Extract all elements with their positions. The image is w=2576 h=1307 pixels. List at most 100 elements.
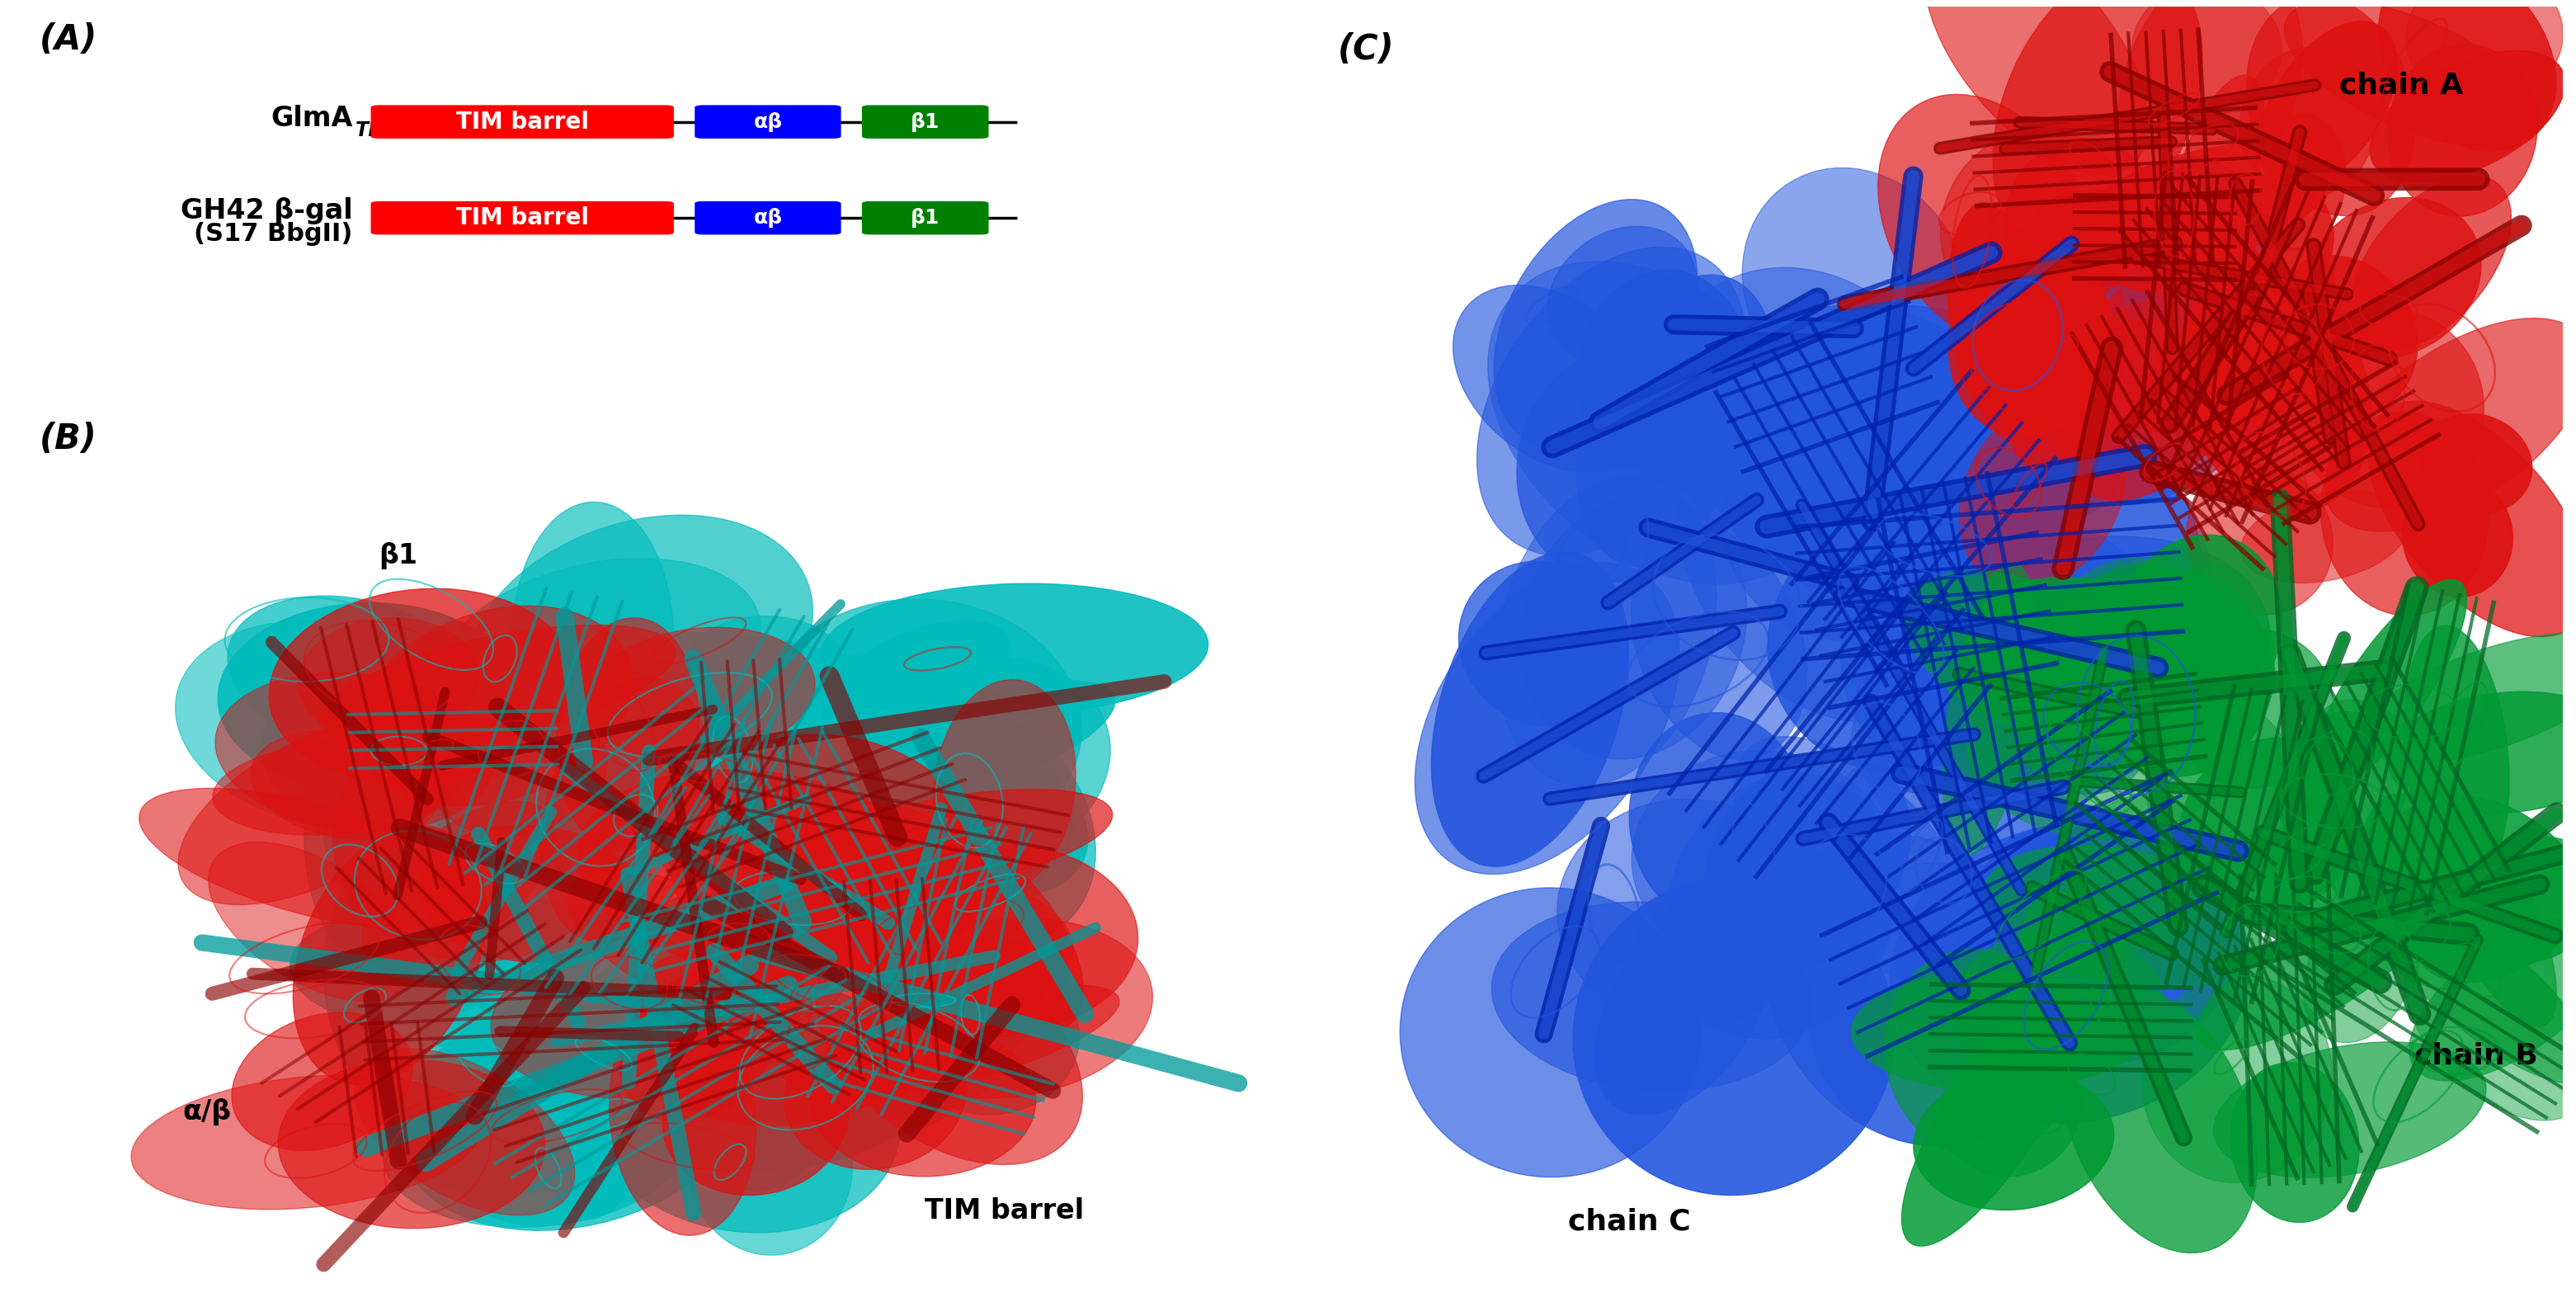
FancyBboxPatch shape bbox=[371, 201, 675, 235]
Ellipse shape bbox=[2406, 0, 2563, 105]
Ellipse shape bbox=[1808, 863, 2061, 1145]
Ellipse shape bbox=[301, 637, 556, 829]
Ellipse shape bbox=[2403, 936, 2576, 1120]
Ellipse shape bbox=[420, 825, 639, 962]
Ellipse shape bbox=[2414, 836, 2576, 982]
Ellipse shape bbox=[1801, 735, 2087, 1025]
Ellipse shape bbox=[399, 985, 752, 1230]
Ellipse shape bbox=[2053, 157, 2280, 450]
Ellipse shape bbox=[1595, 902, 1772, 1115]
Text: (B): (B) bbox=[39, 422, 95, 456]
Ellipse shape bbox=[1942, 562, 2038, 855]
Ellipse shape bbox=[2141, 599, 2275, 736]
Ellipse shape bbox=[2285, 0, 2540, 148]
Ellipse shape bbox=[577, 770, 945, 976]
Ellipse shape bbox=[1765, 834, 2063, 1146]
Ellipse shape bbox=[2071, 144, 2329, 271]
Text: chain A: chain A bbox=[2339, 71, 2463, 99]
Text: (A): (A) bbox=[39, 22, 98, 56]
Ellipse shape bbox=[1965, 633, 2246, 838]
Ellipse shape bbox=[860, 843, 1139, 1033]
Ellipse shape bbox=[2143, 312, 2334, 499]
Ellipse shape bbox=[2264, 256, 2416, 417]
Ellipse shape bbox=[2141, 974, 2331, 1183]
Ellipse shape bbox=[278, 1060, 546, 1229]
Ellipse shape bbox=[1656, 268, 1953, 566]
Ellipse shape bbox=[443, 987, 734, 1226]
Ellipse shape bbox=[2014, 563, 2210, 789]
Ellipse shape bbox=[683, 616, 845, 718]
Ellipse shape bbox=[209, 842, 415, 1001]
Ellipse shape bbox=[2076, 572, 2272, 776]
Ellipse shape bbox=[1520, 495, 1747, 759]
Ellipse shape bbox=[1968, 578, 2223, 749]
Ellipse shape bbox=[1878, 94, 2094, 348]
Ellipse shape bbox=[817, 933, 1082, 1165]
Text: chain C: chain C bbox=[1569, 1208, 1690, 1236]
Ellipse shape bbox=[1857, 626, 2156, 795]
Ellipse shape bbox=[1842, 527, 2107, 793]
Ellipse shape bbox=[835, 681, 1115, 808]
Ellipse shape bbox=[585, 627, 814, 759]
FancyBboxPatch shape bbox=[863, 105, 989, 139]
Ellipse shape bbox=[1958, 827, 2228, 1057]
Ellipse shape bbox=[1414, 562, 1680, 874]
Ellipse shape bbox=[683, 680, 953, 829]
Ellipse shape bbox=[881, 752, 1087, 898]
Ellipse shape bbox=[822, 985, 1121, 1098]
Ellipse shape bbox=[1492, 902, 1811, 1091]
Ellipse shape bbox=[263, 681, 567, 880]
Ellipse shape bbox=[690, 962, 850, 1191]
Ellipse shape bbox=[2179, 248, 2336, 395]
Ellipse shape bbox=[1458, 561, 1628, 725]
Ellipse shape bbox=[819, 583, 1208, 715]
Ellipse shape bbox=[670, 735, 987, 991]
Ellipse shape bbox=[788, 789, 1113, 894]
Ellipse shape bbox=[2275, 712, 2409, 856]
Ellipse shape bbox=[131, 1076, 482, 1209]
Ellipse shape bbox=[2179, 738, 2357, 920]
Ellipse shape bbox=[654, 898, 979, 1125]
Ellipse shape bbox=[461, 765, 652, 1021]
Ellipse shape bbox=[2321, 412, 2488, 616]
Ellipse shape bbox=[2239, 47, 2378, 197]
Ellipse shape bbox=[325, 850, 505, 1121]
Ellipse shape bbox=[433, 714, 608, 836]
Ellipse shape bbox=[1914, 1070, 2115, 1210]
Ellipse shape bbox=[1705, 753, 1911, 965]
Text: β1: β1 bbox=[912, 208, 940, 227]
Ellipse shape bbox=[2002, 252, 2112, 474]
Ellipse shape bbox=[1741, 167, 1968, 404]
Ellipse shape bbox=[1577, 271, 1749, 473]
Text: (C): (C) bbox=[1337, 33, 1394, 67]
Ellipse shape bbox=[1855, 520, 2159, 850]
Ellipse shape bbox=[1984, 204, 2280, 506]
Ellipse shape bbox=[2403, 626, 2509, 884]
Ellipse shape bbox=[631, 950, 801, 1059]
Ellipse shape bbox=[2375, 893, 2576, 1084]
Ellipse shape bbox=[786, 1022, 966, 1170]
Ellipse shape bbox=[814, 650, 1036, 750]
Ellipse shape bbox=[1945, 625, 2172, 795]
Ellipse shape bbox=[232, 1013, 412, 1150]
Ellipse shape bbox=[2179, 328, 2293, 464]
Ellipse shape bbox=[549, 674, 773, 808]
Text: (S17 BbgII): (S17 BbgII) bbox=[193, 222, 353, 246]
Ellipse shape bbox=[2146, 697, 2303, 890]
Ellipse shape bbox=[291, 914, 500, 1025]
Ellipse shape bbox=[294, 826, 487, 1085]
Ellipse shape bbox=[1960, 399, 2125, 589]
Ellipse shape bbox=[1734, 736, 1976, 980]
Ellipse shape bbox=[1577, 274, 1775, 566]
Ellipse shape bbox=[2308, 579, 2468, 795]
Ellipse shape bbox=[1984, 846, 2262, 988]
Ellipse shape bbox=[1631, 525, 1806, 759]
Ellipse shape bbox=[1698, 306, 2035, 600]
Ellipse shape bbox=[2166, 76, 2264, 284]
Ellipse shape bbox=[2367, 401, 2576, 637]
Ellipse shape bbox=[2303, 699, 2494, 989]
Ellipse shape bbox=[775, 1008, 922, 1107]
Ellipse shape bbox=[2061, 295, 2262, 438]
Ellipse shape bbox=[227, 596, 477, 752]
Ellipse shape bbox=[319, 625, 675, 746]
